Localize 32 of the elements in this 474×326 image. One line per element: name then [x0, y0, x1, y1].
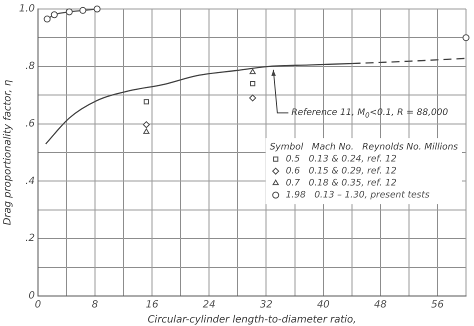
x-tick-label: 56 — [431, 300, 444, 311]
y-tick-label: 1.0 — [18, 4, 35, 15]
point — [144, 99, 149, 104]
point — [44, 16, 51, 23]
x-tick-label: 16 — [146, 300, 158, 311]
point — [250, 68, 256, 74]
y-tick-label: .2 — [25, 233, 35, 244]
legend-label: 1.98 0.13 – 1.30, present tests — [286, 190, 430, 200]
point — [249, 94, 256, 102]
x-tick-label: 32 — [260, 300, 273, 311]
point — [462, 34, 470, 42]
point — [66, 8, 73, 16]
x-axis-title: Circular-cylinder length-to-diameter ratio, — [148, 314, 356, 326]
x-tick-label: 40 — [316, 300, 330, 311]
y-tick-label: .8 — [25, 60, 35, 72]
y-tick-label: .6 — [25, 118, 35, 130]
legend-title: Symbol Mach No. Reynolds No. Millions — [270, 142, 458, 152]
legend-label: 0.6 0.15 & 0.29, ref. 12 — [286, 166, 397, 176]
y-axis-title: Drag proportionality factor, η — [2, 80, 14, 226]
x-tick-label: 24 — [202, 300, 216, 311]
y-tick-label: .4 — [25, 176, 35, 187]
legend-label: 0.5 0.13 & 0.24, ref. 12 — [286, 154, 397, 164]
y-tick-label: 0 — [28, 290, 35, 302]
x-tick-label: 8 — [92, 300, 98, 311]
point — [94, 6, 101, 12]
x-tick-label: 48 — [374, 300, 387, 311]
point — [250, 81, 256, 86]
point — [143, 128, 150, 134]
point — [50, 11, 58, 18]
point — [142, 121, 150, 128]
point — [79, 6, 86, 14]
legend-label: 0.7 0.18 & 0.35, ref. 12 — [286, 178, 397, 188]
